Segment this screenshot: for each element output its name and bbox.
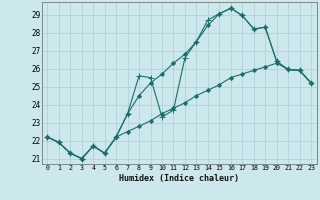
X-axis label: Humidex (Indice chaleur): Humidex (Indice chaleur) [119, 174, 239, 183]
